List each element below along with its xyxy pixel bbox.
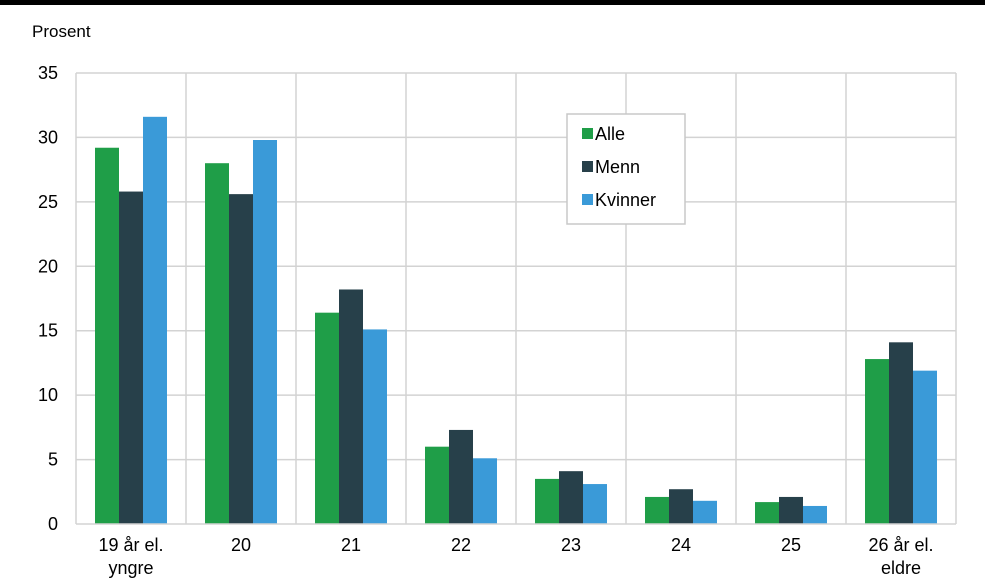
- legend: Alle Menn Kvinner: [566, 113, 686, 225]
- y-tick-labels: 0 5 10 15 20 25 30 35: [38, 63, 58, 534]
- axes: [75, 73, 956, 525]
- bar-kvinner-8: [913, 370, 937, 524]
- bar-kvinner-7: [803, 505, 827, 524]
- legend-label-alle: Alle: [595, 124, 625, 144]
- x-tick-label: 19 år el.: [98, 535, 163, 555]
- bar-menn-8: [889, 342, 913, 524]
- bar-menn-6: [669, 489, 693, 524]
- y-axis-label: Prosent: [32, 22, 91, 41]
- x-tick-label: 21: [341, 535, 361, 555]
- bar-kvinner-4: [473, 458, 497, 524]
- bar-menn-1: [119, 191, 143, 524]
- legend-swatch-menn: [582, 161, 593, 172]
- bars: [95, 116, 937, 525]
- bar-alle-7: [755, 502, 779, 524]
- y-tick-label: 25: [38, 192, 58, 212]
- bar-kvinner-3: [363, 329, 387, 524]
- x-tick-label: eldre: [881, 558, 921, 578]
- x-tick-label: 25: [781, 535, 801, 555]
- y-tick-label: 20: [38, 256, 58, 276]
- y-tick-label: 0: [48, 514, 58, 534]
- bar-kvinner-1: [143, 116, 167, 524]
- bar-alle-4: [425, 446, 449, 524]
- bar-alle-5: [535, 478, 559, 524]
- bar-menn-3: [339, 289, 363, 524]
- x-tick-labels: 19 år el. yngre 20 21 22 23 24 25 26 år el. eldre: [98, 535, 933, 578]
- x-tick-label: yngre: [108, 558, 153, 578]
- top-rule: [0, 0, 985, 5]
- bar-kvinner-6: [693, 500, 717, 524]
- x-tick-label: 22: [451, 535, 471, 555]
- y-tick-label: 15: [38, 321, 58, 341]
- legend-swatch-alle: [582, 128, 593, 139]
- x-tick-label: 26 år el.: [868, 535, 933, 555]
- bar-alle-1: [95, 147, 119, 525]
- bar-kvinner-5: [583, 484, 607, 524]
- bar-alle-3: [315, 312, 339, 524]
- bar-kvinner-2: [253, 140, 277, 524]
- legend-label-menn: Menn: [595, 157, 640, 177]
- x-tick-label: 23: [561, 535, 581, 555]
- legend-label-kvinner: Kvinner: [595, 190, 656, 210]
- y-tick-label: 5: [48, 450, 58, 470]
- bar-alle-6: [645, 496, 669, 524]
- bar-menn-7: [779, 496, 803, 524]
- y-tick-label: 35: [38, 63, 58, 83]
- bar-alle-8: [865, 359, 889, 524]
- y-tick-label: 30: [38, 127, 58, 147]
- x-tick-label: 24: [671, 535, 691, 555]
- bar-menn-2: [229, 194, 253, 524]
- bar-menn-5: [559, 471, 583, 524]
- bar-alle-2: [205, 163, 229, 524]
- x-tick-label: 20: [231, 535, 251, 555]
- bar-menn-4: [449, 429, 473, 524]
- legend-swatch-kvinner: [582, 194, 593, 205]
- y-tick-label: 10: [38, 385, 58, 405]
